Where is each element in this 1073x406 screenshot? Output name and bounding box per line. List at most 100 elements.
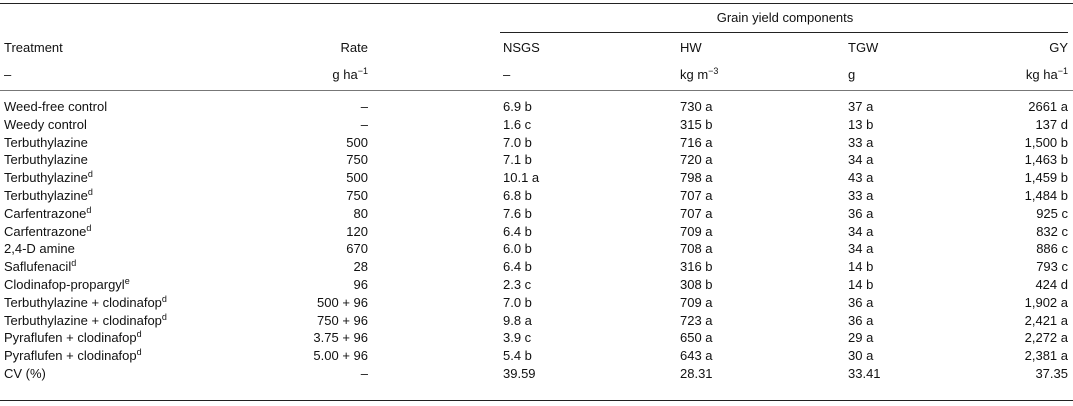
cell-text: 30 a bbox=[848, 348, 874, 364]
data-cell: – bbox=[361, 117, 368, 133]
data-cell: – bbox=[361, 99, 368, 115]
data-cell: 33 a bbox=[848, 188, 873, 204]
treatment-cell: Carfentrazoned bbox=[4, 205, 91, 222]
cell-text: 96 bbox=[353, 277, 368, 292]
footnote-mark: d bbox=[136, 347, 142, 358]
treatment-cell: Terbuthylazine bbox=[4, 135, 88, 151]
treatment-cell: Carfentrazoned bbox=[4, 223, 91, 240]
data-cell: 886 c bbox=[1036, 241, 1068, 257]
cell-text: 500 + 96 bbox=[317, 294, 368, 310]
treatment-name: Weedy control bbox=[4, 116, 87, 132]
data-cell: 643 a bbox=[680, 348, 713, 364]
cell-text: 5.4 b bbox=[503, 348, 532, 364]
data-cell: 1,902 a bbox=[1025, 295, 1068, 311]
data-cell: 6.4 b bbox=[503, 259, 532, 275]
data-cell: 36 a bbox=[848, 295, 873, 311]
treatment-name: Saflufenacil bbox=[4, 259, 72, 275]
data-cell: 709 a bbox=[680, 295, 713, 311]
unit-cell: g bbox=[848, 67, 855, 83]
data-cell: 10.1 a bbox=[503, 170, 539, 186]
cell-text: 1,500 b bbox=[1024, 134, 1068, 150]
treatment-cell: Pyraflufen + clodinafopd bbox=[4, 330, 142, 346]
cell-text: 500 bbox=[346, 134, 368, 150]
header-text: HW bbox=[680, 40, 702, 55]
data-cell: 1,463 b bbox=[1025, 152, 1068, 168]
data-cell: 28 bbox=[354, 259, 368, 275]
header-text: Treatment bbox=[4, 40, 63, 55]
cell-text: 6.9 b bbox=[503, 99, 532, 114]
treatment-name: Terbuthylazine + clodinafop bbox=[4, 294, 162, 310]
cell-text: 6.8 b bbox=[503, 188, 532, 203]
treatment-name: Terbuthylazine bbox=[4, 188, 88, 203]
cell-text: 716 a bbox=[680, 134, 713, 150]
cell-text: 2.3 c bbox=[503, 277, 532, 292]
data-cell: 14 b bbox=[848, 259, 873, 275]
data-cell: 1,500 b bbox=[1025, 135, 1068, 151]
data-cell: 315 b bbox=[680, 117, 713, 133]
cell-text: 33.41 bbox=[848, 366, 881, 381]
cell-text: 500 bbox=[346, 170, 368, 186]
column-header: Rate bbox=[341, 40, 368, 56]
treatment-name: Terbuthylazine bbox=[4, 170, 88, 186]
data-cell: 750 bbox=[346, 188, 368, 204]
cell-text: 707 a bbox=[680, 188, 713, 203]
data-cell: 316 b bbox=[680, 259, 713, 275]
data-cell: 34 a bbox=[848, 224, 873, 240]
data-cell: 6.8 b bbox=[503, 188, 532, 204]
treatment-cell: Weedy control bbox=[4, 117, 87, 133]
treatment-name: Carfentrazone bbox=[4, 205, 87, 221]
cell-text: 137 d bbox=[1035, 116, 1068, 132]
data-cell: 7.0 b bbox=[503, 295, 532, 311]
cell-text: 3.75 + 96 bbox=[313, 330, 368, 346]
cell-text: 424 d bbox=[1035, 277, 1068, 292]
data-cell: 2,272 a bbox=[1025, 330, 1068, 346]
unit-text: – bbox=[4, 67, 12, 82]
treatment-cell: Terbuthylazine + clodinafopd bbox=[4, 294, 167, 311]
treatment-cell: CV (%) bbox=[4, 366, 46, 382]
data-cell: 925 c bbox=[1036, 206, 1068, 222]
treatment-cell: Saflufenacild bbox=[4, 259, 76, 275]
footnote-mark: d bbox=[87, 187, 93, 197]
cell-text: 9.8 a bbox=[503, 312, 532, 328]
footnote-mark: d bbox=[161, 311, 167, 322]
data-cell: 2.3 c bbox=[503, 277, 531, 293]
spanner-header: Grain yield components bbox=[716, 10, 854, 25]
cell-text: 1,902 a bbox=[1024, 294, 1068, 310]
data-cell: 750 bbox=[346, 152, 368, 168]
cell-text: 1,484 b bbox=[1024, 188, 1068, 203]
column-header: GY bbox=[1049, 40, 1068, 56]
cell-text: 1.6 c bbox=[503, 116, 532, 132]
data-cell: 9.8 a bbox=[503, 313, 532, 329]
treatment-cell: Terbuthylazined bbox=[4, 188, 93, 204]
data-cell: 670 bbox=[346, 241, 368, 257]
cell-text: 28.31 bbox=[680, 366, 713, 381]
cell-text: 6.4 b bbox=[503, 223, 532, 239]
data-cell: – bbox=[361, 366, 368, 382]
cell-text: – bbox=[360, 366, 368, 381]
cell-text: 37 a bbox=[848, 99, 874, 114]
data-cell: 709 a bbox=[680, 224, 713, 240]
data-cell: 6.9 b bbox=[503, 99, 532, 115]
unit-text: kg ha bbox=[1025, 67, 1058, 82]
cell-text: 707 a bbox=[680, 205, 713, 221]
data-cell: 500 bbox=[346, 170, 368, 186]
data-cell: 96 bbox=[354, 277, 368, 293]
data-cell: 708 a bbox=[680, 241, 713, 257]
data-cell: 37.35 bbox=[1035, 366, 1068, 382]
cell-text: 650 a bbox=[680, 330, 713, 346]
header-text: GY bbox=[1049, 40, 1068, 55]
unit-cell: kg m−3 bbox=[680, 67, 718, 83]
unit-text: – bbox=[503, 67, 511, 82]
cell-text: 832 c bbox=[1036, 223, 1068, 239]
data-cell: 832 c bbox=[1036, 224, 1068, 240]
cell-text: 33 a bbox=[848, 188, 874, 203]
data-cell: 36 a bbox=[848, 313, 873, 329]
cell-text: – bbox=[360, 116, 368, 132]
cell-text: 886 c bbox=[1036, 241, 1068, 257]
footnote-mark: d bbox=[136, 329, 142, 340]
treatment-cell: 2,4-D amine bbox=[4, 241, 75, 257]
footnote-mark: d bbox=[71, 258, 77, 269]
treatment-cell: Pyraflufen + clodinafopd bbox=[4, 348, 142, 364]
cell-text: 750 bbox=[346, 152, 368, 168]
cell-text: 36 a bbox=[848, 312, 874, 328]
